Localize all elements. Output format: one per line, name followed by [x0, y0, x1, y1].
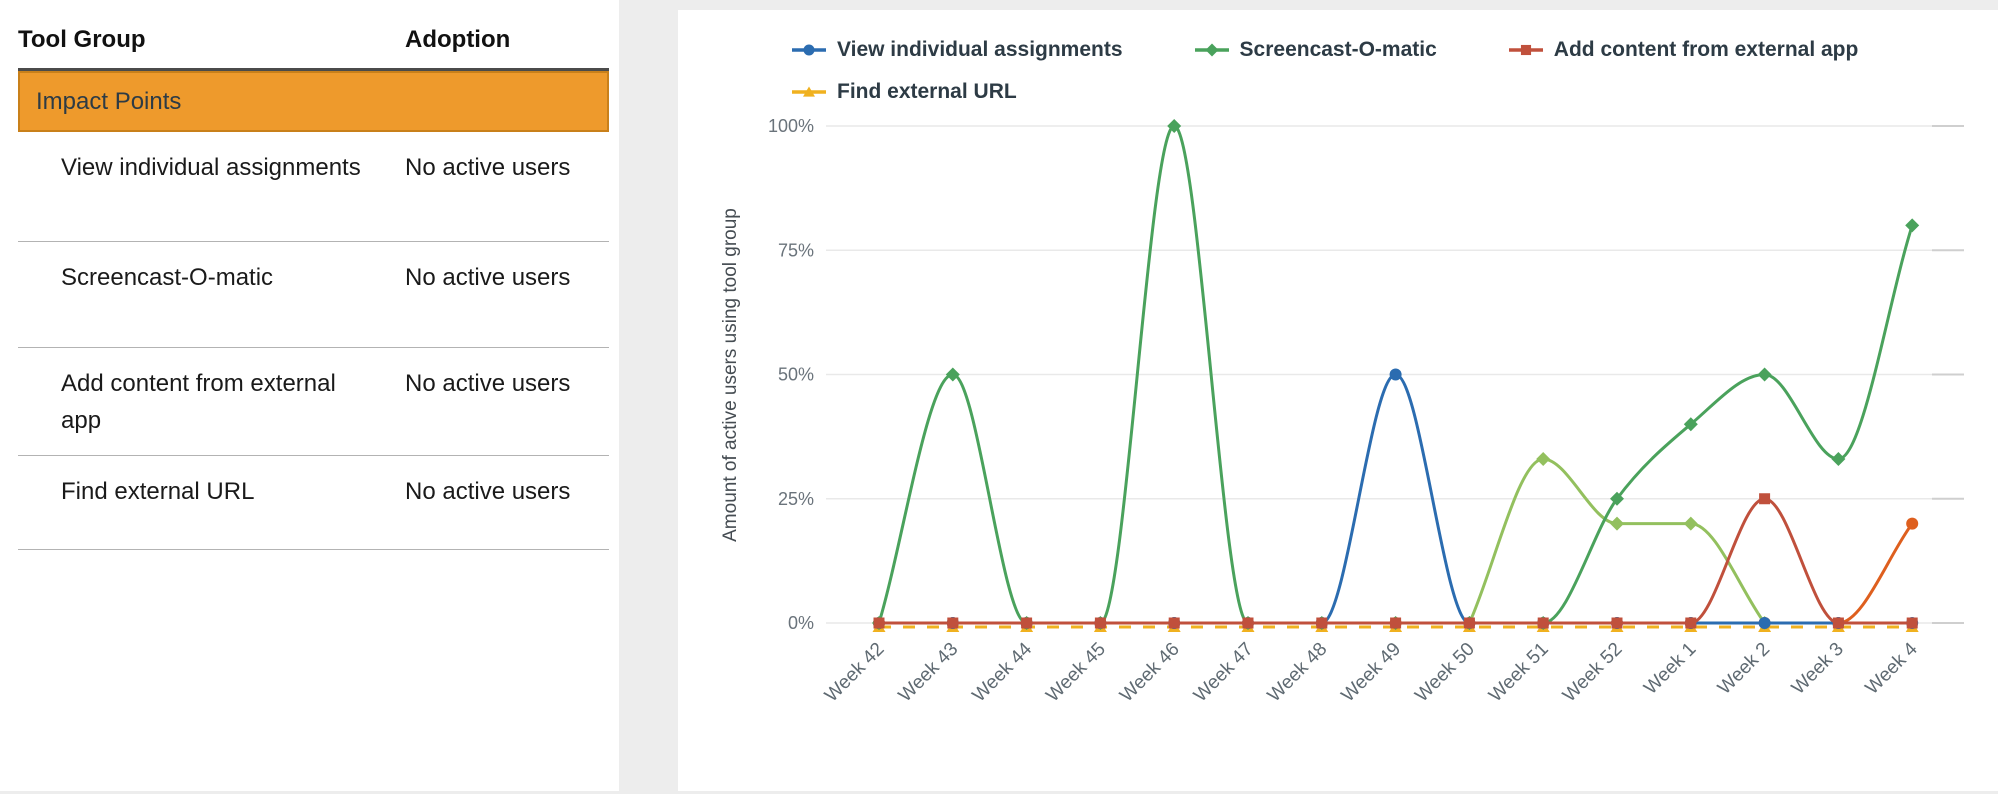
x-tick-label: Week 52 [1559, 639, 1627, 707]
table-row[interactable]: Find external URL No active users [18, 456, 609, 550]
chart-legend: View individual assignments Screencast-O-… [790, 34, 1995, 98]
x-tick-label: Week 46 [1116, 639, 1184, 707]
table-row[interactable]: Add content from external app No active … [18, 348, 609, 456]
data-point-marker[interactable] [1905, 218, 1920, 233]
data-point-marker[interactable] [873, 617, 885, 629]
series-unlabeled [873, 517, 1919, 629]
tool-name: Add content from external app [61, 370, 336, 434]
legend-item[interactable]: Find external URL [790, 76, 1017, 98]
data-point-marker[interactable] [803, 86, 815, 97]
data-point-marker[interactable] [1906, 617, 1918, 629]
series-line [879, 497, 1913, 625]
data-point-marker[interactable] [947, 617, 959, 629]
legend-label: Find external URL [837, 80, 1017, 98]
table-header-row: Tool Group Adoption [18, 0, 609, 71]
x-tick-label: Week 43 [895, 639, 963, 707]
data-point-marker[interactable] [945, 367, 960, 382]
data-point-marker[interactable] [1758, 617, 1771, 629]
data-point-marker[interactable] [1167, 119, 1182, 133]
y-tick-label: 0% [788, 613, 814, 633]
data-point-marker[interactable] [1610, 491, 1624, 506]
circle-marker-icon [792, 44, 826, 56]
x-tick-label: Week 47 [1190, 639, 1258, 707]
triangle-marker-icon [792, 86, 826, 97]
data-point-marker[interactable] [1610, 516, 1624, 531]
data-point-marker[interactable] [1906, 517, 1919, 530]
legend-item[interactable]: Screencast-O-matic [1193, 34, 1437, 66]
data-point-marker[interactable] [1389, 368, 1402, 381]
data-point-marker[interactable] [1831, 451, 1846, 466]
data-point-marker[interactable] [1205, 43, 1218, 57]
data-point-marker[interactable] [1832, 617, 1844, 629]
series-add-content-from-external-app [873, 493, 1918, 629]
data-point-marker[interactable] [1536, 451, 1551, 466]
x-tick-label: Week 44 [969, 638, 1037, 706]
data-point-marker[interactable] [1094, 617, 1106, 629]
legend-label: Screencast-O-matic [1239, 38, 1437, 61]
diamond-marker-icon [1194, 43, 1229, 57]
column-header-tool-group: Tool Group [18, 26, 146, 53]
tool-group-table: Tool Group Adoption Impact Points View i… [18, 0, 609, 550]
data-point-marker[interactable] [1537, 617, 1549, 629]
x-tick-label: Week 45 [1042, 639, 1110, 707]
data-point-marker[interactable] [1685, 617, 1697, 629]
legend-label: Add content from external app [1553, 38, 1859, 61]
data-point-marker[interactable] [1021, 617, 1033, 629]
data-point-marker[interactable] [1242, 617, 1254, 629]
x-tick-label: Week 3 [1788, 639, 1848, 699]
data-point-marker[interactable] [1757, 367, 1772, 382]
tool-name: Find external URL [61, 478, 255, 505]
data-point-marker[interactable] [803, 44, 815, 56]
data-point-marker[interactable] [1759, 493, 1771, 505]
x-tick-label: Week 1 [1640, 639, 1700, 699]
y-axis-title: Amount of active users using tool group [720, 208, 741, 542]
data-point-marker[interactable] [1463, 617, 1475, 629]
x-tick-label: Week 50 [1411, 639, 1479, 707]
group-row-label: Impact Points [36, 87, 182, 115]
data-point-marker[interactable] [1520, 44, 1531, 56]
y-tick-label: 25% [778, 489, 814, 509]
y-tick-label: 100% [768, 116, 814, 136]
data-point-marker[interactable] [1390, 617, 1402, 629]
data-point-marker[interactable] [1316, 617, 1328, 629]
group-row-impact-points[interactable]: Impact Points [18, 71, 609, 132]
tool-name: Screencast-O-matic [61, 264, 274, 291]
chart-panel: View individual assignments Screencast-O-… [678, 10, 1998, 791]
adoption-value: No active users [405, 370, 571, 397]
table-row[interactable]: Screencast-O-matic No active users [18, 242, 609, 348]
tool-name: View individual assignments [61, 154, 361, 181]
series-line [879, 522, 1914, 625]
adoption-value: No active users [405, 264, 571, 291]
x-tick-label: Week 48 [1264, 639, 1332, 707]
x-tick-label: Week 42 [821, 639, 889, 707]
adoption-line-chart: 100%75%50%25%0%Week 42 Week 43 Week 44 Week… [720, 116, 1964, 707]
data-point-marker[interactable] [1683, 417, 1698, 432]
legend-item[interactable]: Add content from external app [1507, 34, 1859, 66]
data-point-marker[interactable] [1683, 516, 1698, 531]
table-row[interactable]: View individual assignments No active us… [18, 132, 609, 242]
x-tick-label: Week 49 [1338, 639, 1406, 707]
column-header-adoption: Adoption [405, 26, 511, 53]
tool-group-table-panel: Tool Group Adoption Impact Points View i… [0, 0, 619, 791]
series-unlabeled [1462, 451, 1772, 630]
series-line [1468, 457, 1766, 624]
y-tick-label: 75% [778, 240, 814, 260]
adoption-value: No active users [405, 478, 571, 505]
square-marker-icon [1508, 44, 1543, 56]
adoption-value: No active users [405, 154, 571, 181]
x-tick-label: Week 2 [1714, 639, 1774, 699]
legend-label: View individual assignments [837, 38, 1123, 61]
y-tick-label: 50% [778, 365, 814, 385]
data-point-marker[interactable] [1168, 617, 1180, 629]
x-tick-label: Week 51 [1485, 639, 1553, 707]
x-tick-label: Week 4 [1862, 638, 1922, 698]
legend-item[interactable]: View individual assignments [790, 34, 1123, 66]
data-point-marker[interactable] [1611, 617, 1623, 629]
